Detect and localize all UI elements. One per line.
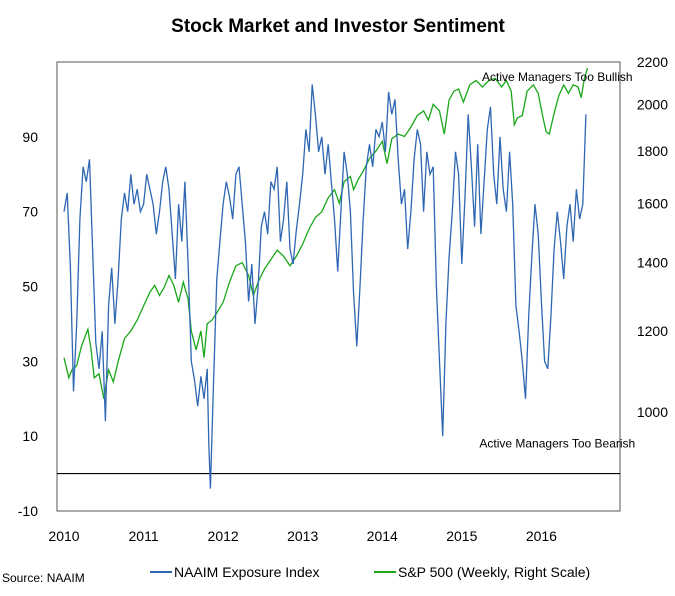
source-note: Source: NAAIM	[2, 571, 85, 585]
chart-title: Stock Market and Investor Sentiment	[171, 16, 505, 37]
y-left-tick-label: 50	[22, 279, 38, 295]
legend-label-naaim: NAAIM Exposure Index	[174, 564, 320, 580]
x-tick-label: 2015	[446, 528, 477, 544]
y-right-tick-label: 1200	[637, 323, 668, 339]
y-left-tick-label: 30	[22, 353, 38, 369]
y-right-tick-label: 2000	[637, 96, 668, 112]
x-tick-label: 2013	[287, 528, 318, 544]
x-tick-label: 2012	[208, 528, 239, 544]
series-line-naaim	[63, 84, 587, 489]
legend: NAAIM Exposure Index S&P 500 (Weekly, Ri…	[150, 564, 590, 580]
annotation-label: Active Managers Too Bullish	[482, 70, 633, 84]
plot-area	[56, 61, 621, 512]
y-right-tick-label: 1800	[637, 143, 668, 159]
legend-label-sp500: S&P 500 (Weekly, Right Scale)	[398, 564, 590, 580]
x-tick-label: 2016	[526, 528, 557, 544]
annotation-label: Active Managers Too Bearish	[479, 437, 635, 451]
y-left-tick-label: 70	[22, 204, 38, 220]
y-right-tick-label: 1400	[637, 255, 668, 271]
y-left-tick-label: -10	[18, 503, 38, 519]
series-line-sp500	[63, 67, 589, 399]
y-left-tick-label: 90	[22, 129, 38, 145]
y-right-tick-label: 1600	[637, 195, 668, 211]
y-right-tick-label: 1000	[637, 404, 668, 420]
x-tick-label: 2010	[48, 528, 79, 544]
y-right-tick-label: 2200	[637, 54, 668, 70]
y-left-tick-label: 10	[22, 428, 38, 444]
x-tick-label: 2014	[367, 528, 398, 544]
x-tick-label: 2011	[129, 528, 159, 544]
